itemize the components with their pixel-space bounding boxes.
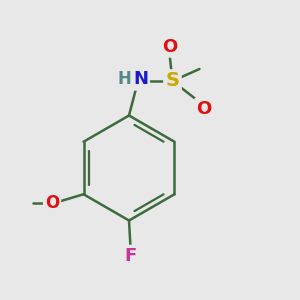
Text: O: O (196, 100, 211, 118)
Text: F: F (124, 247, 136, 265)
Text: O: O (162, 38, 177, 56)
Text: H: H (118, 70, 131, 88)
Text: N: N (133, 70, 148, 88)
Text: S: S (166, 71, 179, 91)
Text: O: O (45, 194, 59, 212)
